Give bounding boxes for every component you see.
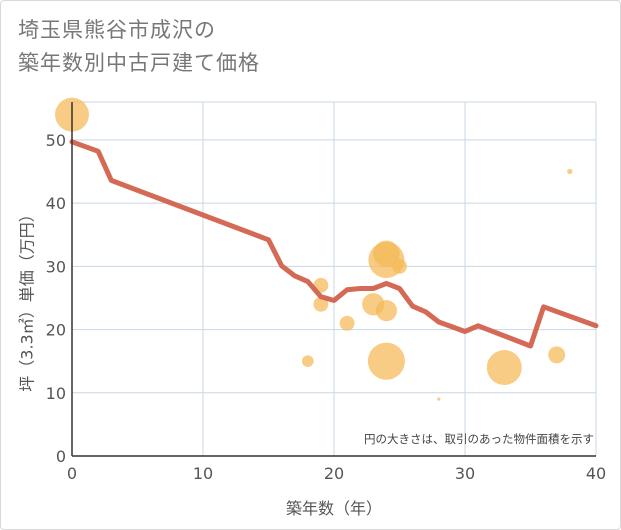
x-tick-label-1: 10 [193, 464, 213, 483]
bubble-point-11 [437, 397, 441, 401]
y-axis-label: 坪（3.3㎡）単価（万円） [18, 206, 37, 391]
y-tick-label-1: 10 [46, 384, 66, 403]
y-tick-label-4: 40 [46, 194, 66, 213]
bubble-point-3 [313, 296, 329, 312]
bubble-point-14 [567, 168, 573, 175]
average-line-series [69, 139, 599, 349]
x-axis-label: 築年数（年） [286, 499, 382, 518]
y-tick-label-2: 20 [46, 321, 66, 340]
bubble-size-note: 円の大きさは、取引のあった物件面積を示す [364, 432, 594, 446]
x-tick-label-3: 30 [455, 464, 475, 483]
grid-lines [72, 101, 597, 456]
y-tick-label-3: 30 [46, 257, 66, 276]
axes [71, 102, 596, 457]
bubble-point-12 [486, 350, 522, 385]
bubble-point-1 [301, 355, 314, 368]
tick-labels: 0 10 20 30 40 0 10 20 30 40 50 [46, 131, 607, 483]
chart-title-line-2: 築年数別中古戸建て価格 [18, 51, 260, 75]
x-tick-label-2: 20 [324, 464, 344, 483]
x-tick-label-4: 40 [586, 464, 606, 483]
chart-title: 埼玉県熊谷市成沢の 築年数別中古戸建て価格 [18, 14, 578, 80]
bubble-point-7 [373, 240, 400, 267]
y-tick-label-0: 0 [56, 447, 66, 466]
average-price-line [69, 139, 599, 349]
bubble-point-10 [392, 258, 407, 274]
chart-title-line-1: 埼玉県熊谷市成沢の [18, 18, 216, 42]
x-tick-label-0: 0 [67, 464, 77, 483]
bubble-point-8 [375, 300, 397, 322]
bubble-series [55, 97, 573, 401]
y-tick-label-5: 50 [46, 131, 66, 150]
bubble-point-4 [339, 315, 355, 331]
bubble-point-13 [548, 346, 566, 364]
bubble-point-9 [367, 342, 405, 380]
